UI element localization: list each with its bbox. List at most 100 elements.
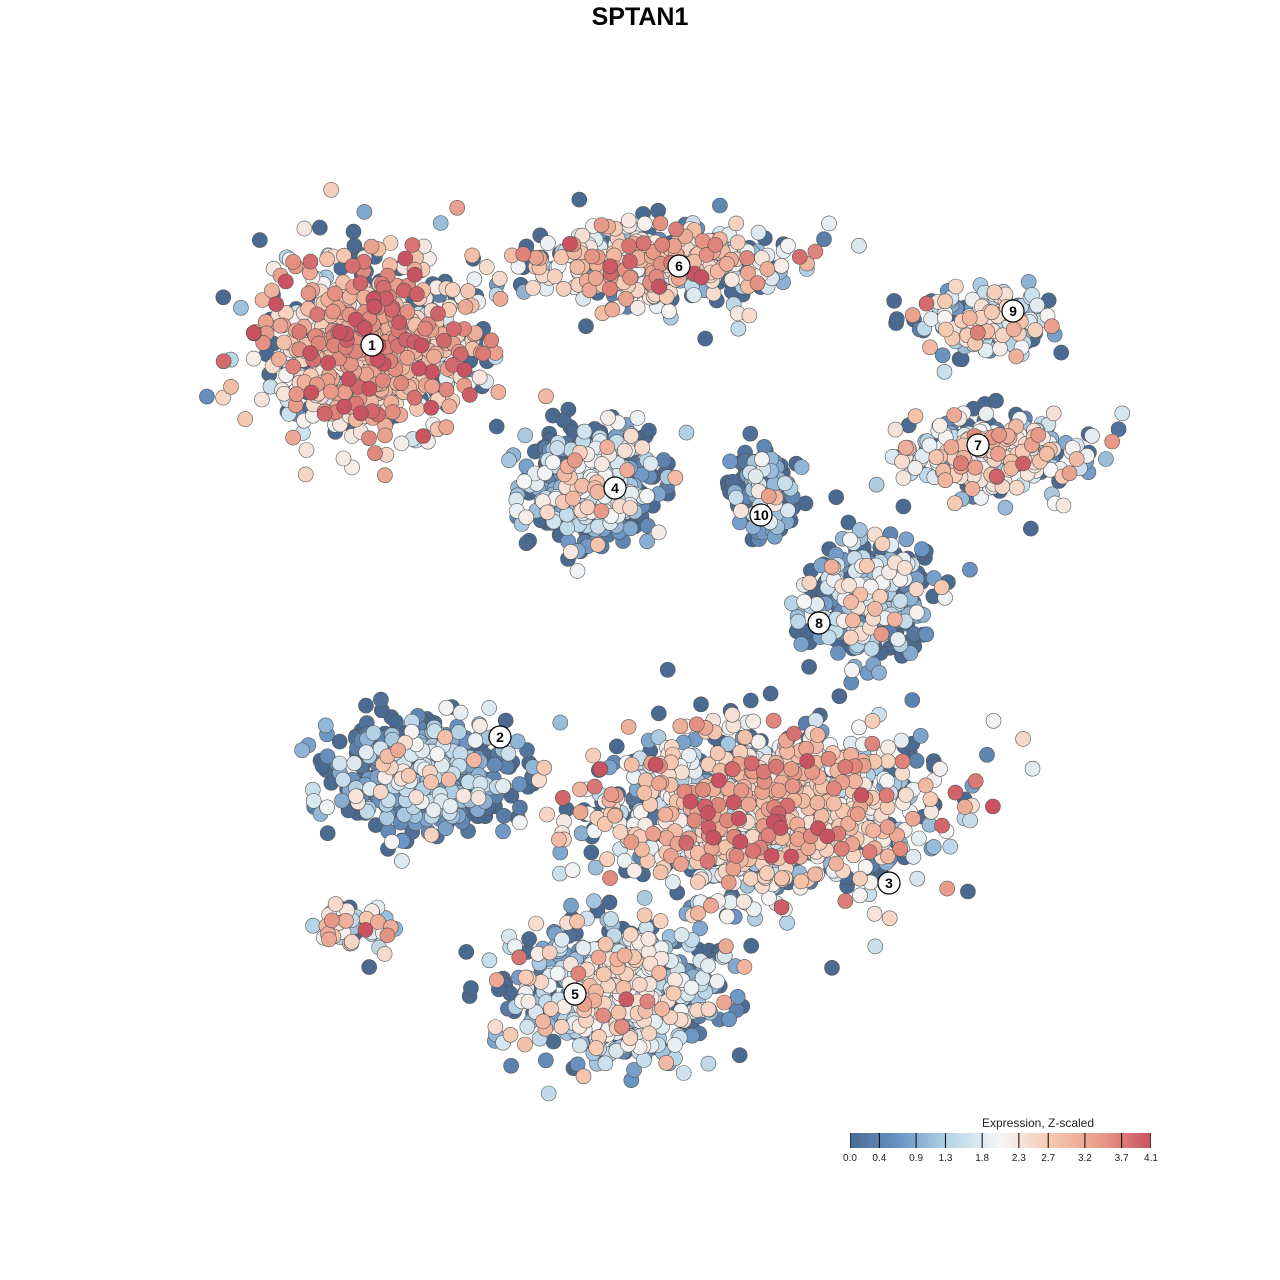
data-point <box>610 1004 627 1021</box>
data-point <box>807 866 824 883</box>
data-point <box>642 455 659 472</box>
data-point <box>569 913 585 930</box>
data-point <box>1008 348 1025 365</box>
data-point <box>622 520 639 537</box>
data-point <box>852 870 868 887</box>
data-point <box>464 247 481 264</box>
data-point <box>912 727 929 744</box>
data-point <box>881 910 898 927</box>
data-point <box>590 536 606 553</box>
data-point <box>616 947 633 964</box>
data-point <box>988 392 1004 409</box>
data-point <box>442 798 459 815</box>
data-point <box>685 287 702 303</box>
data-point <box>659 661 676 678</box>
data-point <box>667 1037 683 1053</box>
data-point <box>667 469 684 486</box>
data-point <box>495 823 511 840</box>
data-point <box>471 369 488 386</box>
data-point <box>736 893 752 910</box>
data-point <box>481 952 498 969</box>
data-point <box>511 814 528 831</box>
data-point <box>539 806 555 823</box>
data-point <box>1023 520 1039 537</box>
data-point <box>790 613 806 630</box>
data-point <box>562 544 579 560</box>
data-point <box>894 453 910 470</box>
data-point <box>675 1065 692 1081</box>
data-point <box>254 391 270 408</box>
data-point <box>641 422 657 439</box>
data-point <box>709 973 726 990</box>
data-point <box>343 933 360 950</box>
data-point <box>908 752 925 769</box>
data-point <box>667 972 683 988</box>
data-point <box>898 531 915 548</box>
data-point <box>654 1001 670 1017</box>
data-point <box>408 789 425 806</box>
data-point <box>486 756 503 773</box>
data-point <box>298 442 315 458</box>
data-point <box>545 454 561 471</box>
data-point <box>607 807 623 824</box>
data-point <box>546 268 563 285</box>
data-point <box>626 1062 642 1078</box>
data-point <box>634 439 651 456</box>
data-point <box>487 1019 504 1035</box>
data-point <box>458 944 475 960</box>
data-point <box>601 894 618 911</box>
data-point <box>750 224 767 241</box>
data-point <box>925 839 942 855</box>
data-point <box>809 794 826 811</box>
data-point <box>731 1047 748 1063</box>
data-point <box>801 574 818 591</box>
data-point <box>828 489 845 506</box>
data-point <box>365 725 382 741</box>
data-point <box>400 767 417 784</box>
data-point <box>294 742 310 759</box>
data-point <box>271 351 287 367</box>
data-point <box>937 321 954 338</box>
data-point <box>773 257 790 274</box>
data-point <box>509 733 526 750</box>
data-point <box>722 453 738 470</box>
data-point <box>599 851 616 868</box>
data-point <box>636 215 653 232</box>
data-point <box>589 484 606 500</box>
data-point <box>495 778 511 794</box>
data-point <box>678 424 695 441</box>
data-point <box>640 931 657 947</box>
data-point <box>444 281 461 298</box>
data-point <box>957 799 973 815</box>
data-point <box>793 459 810 475</box>
data-point <box>830 645 846 661</box>
data-point <box>276 334 292 351</box>
data-point <box>928 449 945 466</box>
data-point <box>700 1055 717 1072</box>
data-point <box>496 807 512 824</box>
data-point <box>851 719 867 736</box>
data-point <box>490 384 507 400</box>
data-point <box>537 1052 554 1069</box>
data-point <box>896 560 913 576</box>
data-point <box>452 704 469 721</box>
data-point <box>690 874 706 890</box>
data-point <box>709 745 726 762</box>
data-point <box>683 979 700 996</box>
data-point <box>600 409 616 426</box>
data-point <box>423 774 439 790</box>
data-point <box>932 760 948 777</box>
data-point <box>358 744 375 761</box>
data-point <box>823 558 840 575</box>
data-point <box>895 498 912 515</box>
data-point <box>1114 405 1131 422</box>
data-point <box>890 631 906 648</box>
data-point <box>742 870 759 887</box>
data-point <box>793 873 809 890</box>
data-point <box>962 812 978 829</box>
data-point <box>658 1055 675 1071</box>
data-point <box>729 988 746 1005</box>
data-point <box>1008 479 1025 496</box>
data-point <box>911 830 927 847</box>
data-point <box>961 310 978 326</box>
